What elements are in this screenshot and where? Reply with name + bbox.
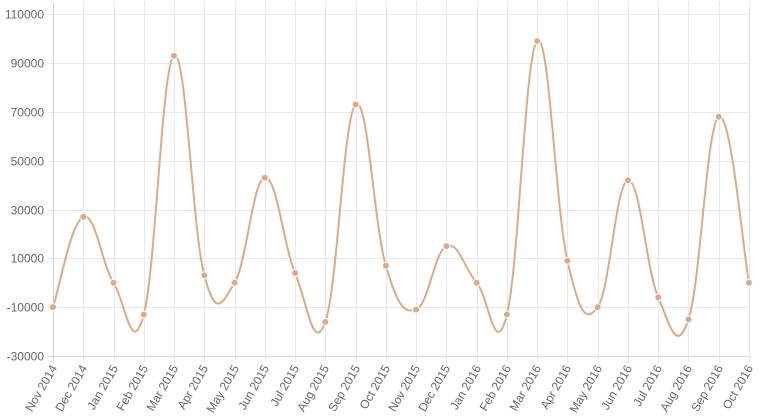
- data-point: [381, 261, 390, 270]
- data-point: [139, 310, 148, 319]
- data-point: [714, 112, 723, 121]
- data-point: [49, 303, 57, 312]
- data-point: [502, 310, 511, 319]
- data-point: [291, 268, 300, 277]
- y-tick-label: 90000: [11, 57, 45, 71]
- y-axis: 110000 90000 70000 50000 30000 10000 -10000 -30…: [5, 8, 44, 364]
- data-point: [109, 278, 118, 287]
- data-point: [745, 278, 753, 287]
- data-point: [321, 317, 330, 326]
- data-point: [654, 293, 663, 302]
- data-point: [260, 173, 269, 182]
- series-line: [52, 40, 750, 337]
- data-point: [684, 315, 693, 324]
- data-point: [351, 100, 360, 109]
- y-tick-label: 30000: [11, 204, 45, 218]
- series-group: [49, 37, 753, 337]
- data-point: [623, 176, 632, 185]
- y-tick-label: 70000: [11, 106, 45, 120]
- data-point: [412, 305, 421, 314]
- y-tick-label: 10000: [11, 252, 45, 266]
- y-tick-label: 50000: [11, 155, 45, 169]
- data-point: [533, 37, 542, 46]
- data-point: [170, 51, 179, 60]
- data-point: [230, 278, 239, 287]
- data-point: [442, 242, 451, 251]
- chart-grid: [47, 2, 750, 362]
- y-tick-label: 110000: [5, 8, 44, 22]
- data-point: [79, 212, 88, 221]
- data-point: [563, 256, 572, 265]
- y-tick-label: -30000: [7, 350, 45, 364]
- data-point: [472, 278, 481, 287]
- y-tick-label: -10000: [7, 301, 45, 315]
- data-point: [593, 303, 602, 312]
- data-point: [200, 271, 209, 280]
